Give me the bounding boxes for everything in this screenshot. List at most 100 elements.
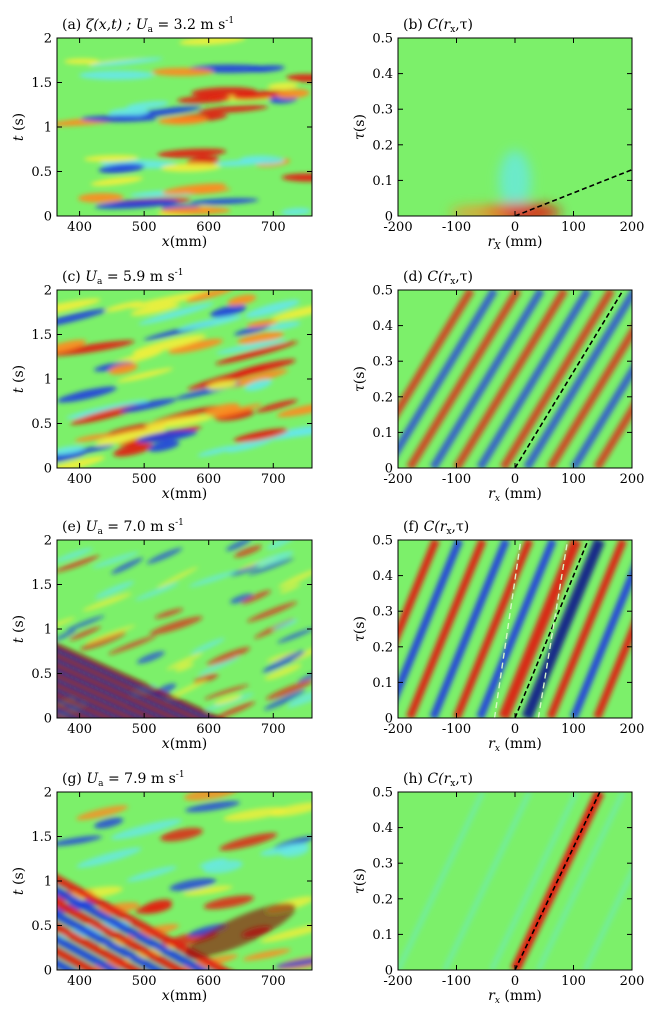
x-axis-label: x(mm) bbox=[162, 736, 207, 752]
y-tick-label: 1.5 bbox=[31, 830, 52, 845]
pattern-band bbox=[57, 658, 190, 718]
pattern-streak bbox=[76, 847, 142, 868]
pattern-streak bbox=[246, 601, 298, 623]
pattern-streak bbox=[57, 617, 76, 632]
title-part: a bbox=[97, 277, 103, 287]
pattern-streak bbox=[154, 608, 184, 619]
title-part: C(r bbox=[427, 17, 451, 33]
x-tick-label: 200 bbox=[620, 220, 645, 235]
pattern-streak bbox=[188, 570, 238, 588]
heatmap-h bbox=[398, 792, 632, 970]
pattern-band bbox=[398, 290, 498, 457]
pattern-streak bbox=[160, 206, 231, 215]
pattern-band bbox=[57, 663, 179, 718]
pattern-streak bbox=[116, 367, 174, 383]
pattern-streak bbox=[108, 635, 157, 655]
pattern-streak bbox=[225, 540, 252, 552]
heatmap-c bbox=[57, 290, 312, 468]
pattern-streak bbox=[76, 805, 129, 821]
pattern-streak bbox=[57, 386, 117, 403]
pattern-streak bbox=[157, 148, 227, 158]
pattern-streak bbox=[281, 207, 311, 216]
pattern-band bbox=[593, 402, 632, 468]
pattern-streak bbox=[269, 802, 312, 817]
pattern-band bbox=[57, 648, 212, 718]
x-tick-label: -200 bbox=[383, 974, 412, 989]
pattern-band bbox=[569, 565, 632, 718]
pattern-streak bbox=[90, 176, 143, 186]
pattern-streak bbox=[275, 956, 312, 969]
pattern-streak bbox=[227, 294, 257, 306]
x-tick-label: 700 bbox=[261, 472, 286, 487]
title-part: a bbox=[97, 527, 103, 537]
pattern-streak bbox=[108, 363, 138, 375]
pattern-streak bbox=[66, 399, 149, 419]
pattern-streak bbox=[204, 684, 249, 700]
pattern-band bbox=[57, 698, 102, 718]
x-tick-label: 400 bbox=[67, 220, 92, 235]
pattern-streak bbox=[160, 827, 203, 842]
pattern-streak bbox=[266, 651, 298, 663]
title-part: ,τ) bbox=[452, 519, 470, 535]
y-tick-label: 1 bbox=[44, 875, 52, 890]
x-tick-label: 0 bbox=[511, 974, 519, 989]
pattern-streak bbox=[149, 616, 203, 635]
y-tick-label: 0.5 bbox=[31, 417, 52, 432]
pattern-streak bbox=[80, 115, 158, 122]
y-axis-label: t (s) bbox=[11, 615, 27, 643]
pattern-streak bbox=[288, 689, 312, 706]
pattern-streak bbox=[134, 583, 179, 601]
pattern-streak bbox=[57, 339, 87, 355]
pattern-streak bbox=[57, 445, 85, 455]
y-tick-label: 0.2 bbox=[372, 640, 393, 655]
panel-title: (a) ζ(x,t) ; Ua = 3.2 m s-1 bbox=[62, 16, 234, 35]
title-part: (mm) bbox=[170, 736, 207, 752]
title-part: (s) bbox=[352, 868, 368, 886]
pattern-blob bbox=[499, 150, 531, 211]
y-tick-label: 0.3 bbox=[372, 605, 393, 620]
pattern-band bbox=[429, 290, 545, 468]
x-axis-label: rx (mm) bbox=[488, 736, 542, 754]
title-part: t bbox=[11, 637, 27, 643]
pattern-band bbox=[57, 683, 135, 718]
y-tick-label: 0.5 bbox=[372, 534, 393, 549]
pattern-streak bbox=[206, 647, 251, 666]
title-part: τ bbox=[352, 132, 368, 140]
title-part: C(r bbox=[427, 771, 451, 787]
title-part: x bbox=[162, 486, 170, 502]
heatmap-background bbox=[57, 290, 312, 468]
title-part: (s) bbox=[352, 366, 368, 384]
pattern-streak bbox=[213, 159, 263, 167]
y-axis-label: τ(s) bbox=[352, 616, 368, 642]
pattern-streak bbox=[197, 445, 236, 457]
y-tick-label: 0.2 bbox=[372, 892, 393, 907]
pattern-streak bbox=[267, 540, 296, 550]
title-part: t bbox=[11, 135, 27, 141]
pattern-band bbox=[398, 290, 475, 418]
dashed-fit-line bbox=[514, 168, 632, 216]
pattern-streak bbox=[207, 380, 237, 390]
y-tick-label: 0.5 bbox=[372, 284, 393, 299]
x-tick-label: 200 bbox=[620, 974, 645, 989]
x-tick-label: -200 bbox=[383, 472, 412, 487]
title-part: (mm) bbox=[170, 234, 207, 250]
pattern-streak bbox=[65, 886, 123, 900]
pattern-streak bbox=[177, 95, 232, 104]
pattern-streak bbox=[281, 173, 312, 182]
pattern-streak bbox=[57, 452, 86, 463]
x-tick-label: 500 bbox=[132, 220, 157, 235]
heatmap-d bbox=[398, 290, 632, 468]
title-part: τ bbox=[352, 886, 368, 894]
pattern-band bbox=[406, 540, 487, 718]
pattern-streak bbox=[277, 627, 312, 644]
y-tick-label: 0.4 bbox=[372, 569, 393, 584]
x-tick-label: 100 bbox=[561, 722, 586, 737]
y-tick-label: 2 bbox=[44, 284, 52, 299]
pattern-streak bbox=[57, 298, 101, 318]
title-part: r bbox=[488, 486, 496, 502]
pattern-band bbox=[476, 540, 557, 718]
y-tick-label: 2 bbox=[44, 534, 52, 549]
x-tick-label: -200 bbox=[383, 220, 412, 235]
pattern-streak bbox=[265, 321, 301, 330]
pattern-streak bbox=[142, 899, 173, 912]
